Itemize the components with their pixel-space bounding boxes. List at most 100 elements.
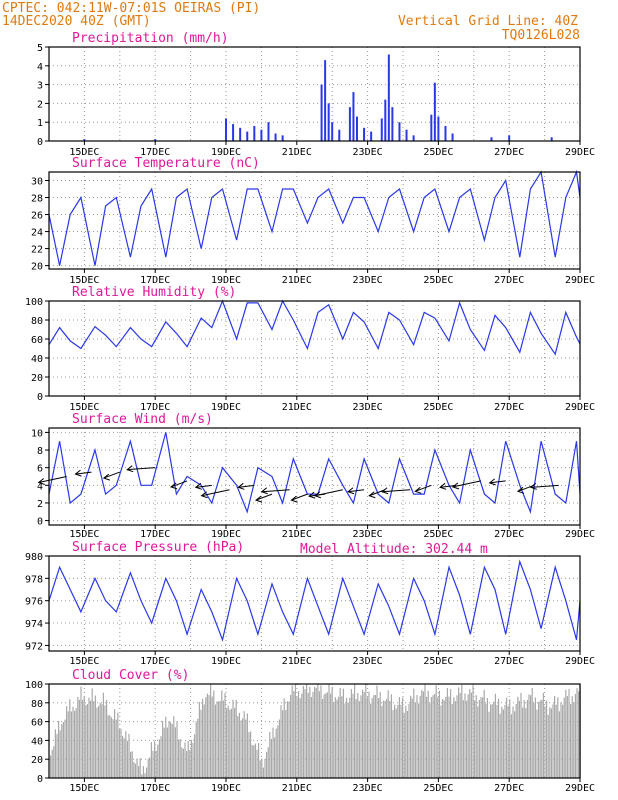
y-tick-label: 10 xyxy=(31,428,43,439)
x-tick-label: 29DEC xyxy=(565,275,595,286)
cloud-bar xyxy=(366,697,368,778)
x-tick-label: 25DEC xyxy=(423,275,453,286)
x-tick-label: 15DEC xyxy=(69,402,99,413)
cloud-bar xyxy=(61,723,63,778)
cloud-bar xyxy=(173,716,175,778)
cloud-bar xyxy=(411,698,413,778)
cloud-bar xyxy=(306,684,308,778)
precip-bar xyxy=(508,135,511,141)
precip-bar xyxy=(370,131,373,141)
precip-bar xyxy=(355,116,358,141)
cloud-bar xyxy=(120,728,122,778)
cloud-bar xyxy=(328,684,330,778)
cloud-bar xyxy=(227,705,229,778)
cloud-bar xyxy=(190,739,192,778)
precip-bar xyxy=(154,139,157,141)
cloud-bar xyxy=(122,735,124,778)
y-tick-label: 28 xyxy=(31,194,43,205)
cloud-bar xyxy=(346,697,348,778)
cloud-bar xyxy=(443,700,445,778)
precip-bar xyxy=(451,133,454,141)
cloud-bar xyxy=(142,766,144,778)
cloud-bar xyxy=(152,750,154,778)
cloud-bar xyxy=(270,738,272,778)
cloud-bar xyxy=(126,740,128,778)
cloud-bar xyxy=(578,691,580,778)
cloud-bar xyxy=(293,691,295,778)
wind-arrow xyxy=(201,489,230,497)
y-tick-label: 26 xyxy=(31,211,43,222)
cloud-bar xyxy=(357,693,359,778)
cloud-bar xyxy=(454,701,456,778)
cloud-bar xyxy=(520,692,522,778)
cloud-bar xyxy=(86,704,88,778)
cloud-bar xyxy=(539,700,541,778)
cloud-bar xyxy=(221,690,223,778)
cloud-bar xyxy=(216,701,218,778)
cloud-bar xyxy=(264,759,266,778)
cloud-bar xyxy=(238,712,240,778)
cloud-bar xyxy=(98,706,100,778)
wind-arrow xyxy=(255,493,273,501)
precip-bar xyxy=(380,118,383,141)
cloud-bar xyxy=(312,691,314,778)
cloud-bar xyxy=(128,733,130,778)
x-tick-label: 25DEC xyxy=(423,656,453,667)
cloud-bar xyxy=(352,693,354,778)
cloud-bar xyxy=(229,709,231,778)
cloud-bar xyxy=(278,719,280,778)
wind-arrow xyxy=(238,484,255,488)
panel-frame xyxy=(48,300,581,397)
precip-bar xyxy=(444,125,447,141)
cloud-bar xyxy=(206,693,208,778)
cloud-bar xyxy=(112,719,114,778)
precip-bar xyxy=(232,124,235,141)
cloud-bar xyxy=(510,714,512,778)
cloud-bar xyxy=(430,697,432,778)
cloud-bar xyxy=(298,691,300,778)
cloud-bar xyxy=(342,688,344,778)
wind-arrow xyxy=(382,489,411,493)
wind-arrow xyxy=(75,471,92,475)
cloud-bar xyxy=(237,716,239,778)
precip-bar xyxy=(437,116,440,141)
cloud-bar xyxy=(549,707,551,778)
cloud-bar xyxy=(262,767,264,778)
precip-bar xyxy=(384,99,387,141)
cloud-bar xyxy=(246,713,248,778)
cloud-bar xyxy=(184,742,186,778)
cloud-bar xyxy=(192,742,194,778)
cloud-bar xyxy=(363,692,365,778)
panel-rh: Relative Humidity (%) 0 20 40 60 80 100 15DEC 17… xyxy=(25,285,595,413)
cloud-bar xyxy=(338,696,340,778)
cloud-bar xyxy=(155,750,157,778)
cloud-bar xyxy=(274,737,276,778)
cloud-bar xyxy=(90,700,92,778)
cloud-bar xyxy=(373,695,375,778)
cloud-bar xyxy=(494,693,496,778)
cloud-bar xyxy=(78,699,80,778)
x-tick-label: 23DEC xyxy=(353,402,383,413)
cloud-bar xyxy=(109,715,111,778)
cloud-bar xyxy=(302,686,304,778)
cloud-bar xyxy=(101,704,103,778)
cloud-bar xyxy=(472,685,474,778)
cloud-bar xyxy=(536,709,538,778)
header-location: CPTEC: 042:11W-07:01S OEIRAS (PI) xyxy=(2,1,260,16)
cloud-bar xyxy=(182,748,184,778)
y-tick-label: 100 xyxy=(25,680,43,691)
x-tick-label: 29DEC xyxy=(565,402,595,413)
cloud-bar xyxy=(491,704,493,778)
cloud-bar xyxy=(424,684,426,778)
cloud-bar xyxy=(547,714,549,778)
cloud-bar xyxy=(162,720,164,778)
cloud-bar xyxy=(174,727,176,778)
cloud-bar xyxy=(315,687,317,778)
cloud-bar xyxy=(326,692,328,778)
cloud-bar xyxy=(437,697,439,778)
cloud-bar xyxy=(205,697,207,778)
x-tick-label: 19DEC xyxy=(211,275,241,286)
wind-arrow xyxy=(440,484,457,488)
wind-arrowhead xyxy=(368,491,376,499)
